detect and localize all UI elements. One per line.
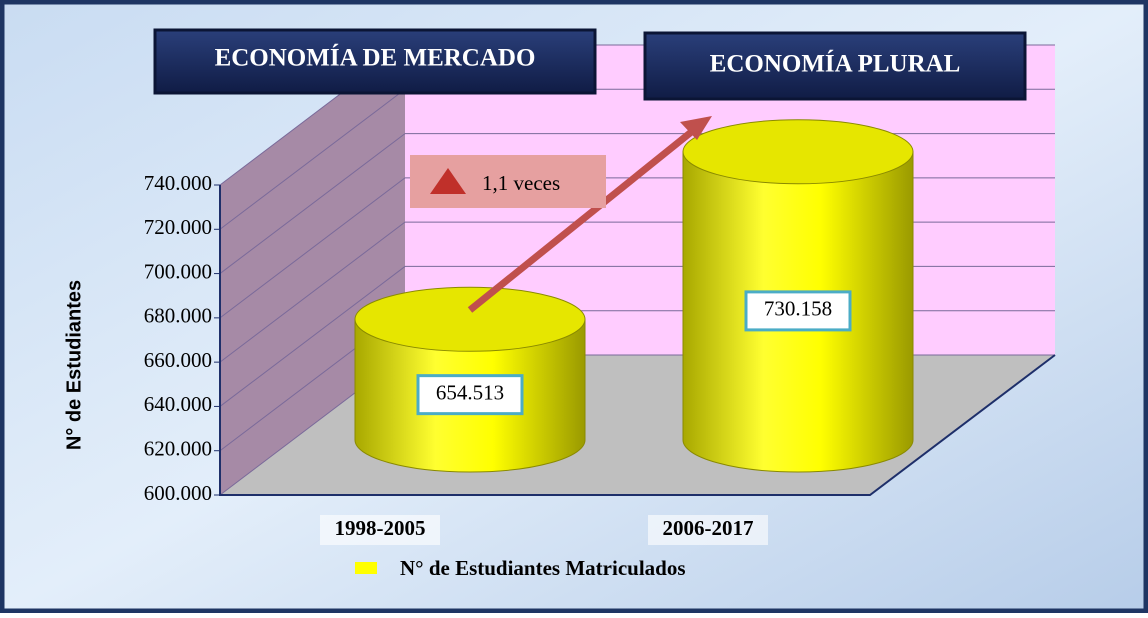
y-tick-label: 720.000 [144, 215, 212, 239]
title-box [643, 31, 1027, 101]
y-tick-label: 740.000 [144, 171, 212, 195]
arrow [467, 122, 703, 313]
value-label-box [416, 374, 524, 416]
legend-swatch [355, 562, 377, 574]
x-tick-label: 2006-2017 [663, 516, 754, 540]
arrow-head [680, 116, 712, 140]
y-tick-label: 640.000 [144, 392, 212, 416]
y-tick-label: 620.000 [144, 437, 212, 461]
legend-label: N° de Estudiantes Matriculados [400, 556, 686, 580]
title-box [153, 28, 597, 95]
annotation: 1,1 veces [482, 171, 560, 195]
value-label: 654.513 [436, 380, 504, 404]
y-axis-label: N° de Estudiantes [63, 280, 85, 450]
x-label-bg [648, 515, 768, 545]
y-tick-label: 680.000 [144, 304, 212, 328]
axis [219, 185, 1056, 496]
cylinder-top [682, 119, 914, 185]
triangle-icon [430, 168, 466, 194]
title: ECONOMÍA DE MERCADO [215, 44, 536, 72]
cylinder-top [354, 286, 586, 352]
y-tick-label: 600.000 [144, 481, 212, 505]
value-label-box [744, 290, 852, 332]
title: ECONOMÍA PLURAL [710, 50, 961, 78]
y-tick-label: 660.000 [144, 348, 212, 372]
y-tick-label: 700.000 [144, 259, 212, 283]
x-label-bg [320, 515, 440, 545]
x-tick-label: 1998-2005 [335, 516, 426, 540]
value-label: 730.158 [764, 297, 832, 321]
